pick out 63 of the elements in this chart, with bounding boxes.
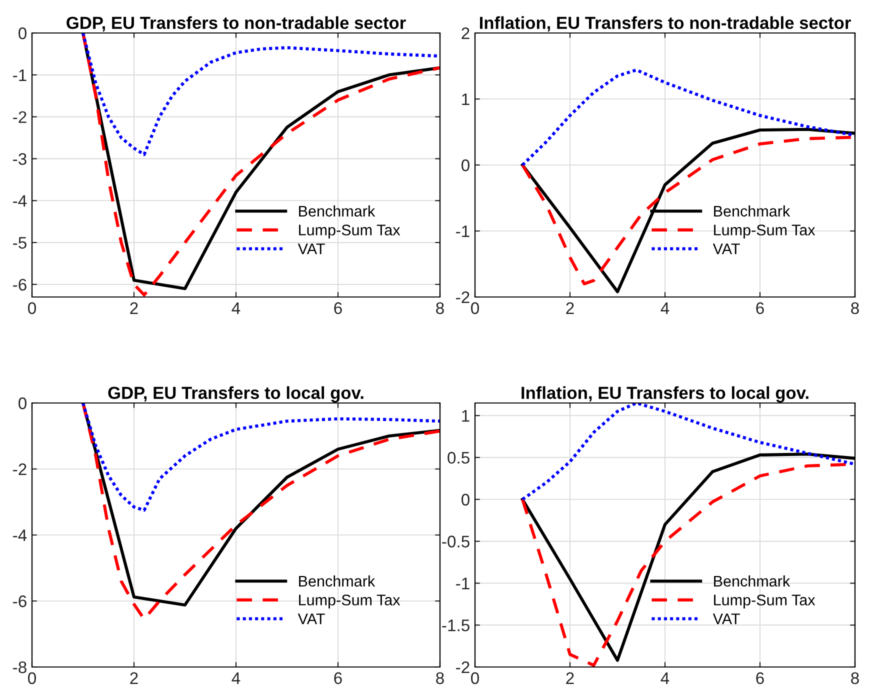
y-tick-label: -4 xyxy=(13,530,27,542)
y-tick-label: -1 xyxy=(456,578,470,590)
x-tick-label: 0 xyxy=(471,302,479,314)
x-tick-label: 4 xyxy=(660,302,670,314)
x-tick-label: 6 xyxy=(334,302,342,314)
y-tick-label: 1 xyxy=(462,410,470,422)
y-tick-label: -0.5 xyxy=(442,536,470,548)
x-tick-label: 2 xyxy=(566,302,574,314)
legend-label: VAT xyxy=(298,614,325,624)
x-tick-label: 6 xyxy=(756,672,764,684)
legend-label: Lump-Sum Tax xyxy=(299,594,400,608)
y-tick-label: -2 xyxy=(456,291,470,304)
x-tick-label: 0 xyxy=(28,302,36,314)
y-tick-label: 0 xyxy=(18,397,26,410)
y-tick-label: -6 xyxy=(13,595,26,608)
y-tick-label: -5 xyxy=(13,237,26,249)
y-tick-label: 2 xyxy=(462,27,470,40)
legend-label: Lump-Sum Tax xyxy=(714,594,816,608)
legend-label: Lump-Sum Tax xyxy=(714,224,816,238)
line-series xyxy=(81,33,440,156)
legend-label: Benchmark xyxy=(299,205,376,217)
x-tick-label: 2 xyxy=(566,672,574,684)
chart-title: Inflation, EU Transfers to non-tradable sector xyxy=(480,16,851,32)
y-tick-label: -6 xyxy=(13,278,26,291)
legend-label: VAT xyxy=(712,244,740,254)
y-tick-label: -1 xyxy=(456,226,470,238)
x-tick-label: 4 xyxy=(232,672,240,684)
x-tick-label: 4 xyxy=(232,302,240,314)
x-tick-label: 8 xyxy=(436,302,444,314)
y-tick-label: -1.5 xyxy=(442,620,470,632)
legend-label: VAT xyxy=(298,244,325,254)
y-tick-label: -4 xyxy=(13,195,27,207)
legend-label: Benchmark xyxy=(714,205,790,217)
x-tick-label: 8 xyxy=(436,672,444,684)
legend-label: VAT xyxy=(712,614,740,624)
y-tick-label: -1 xyxy=(13,69,26,81)
y-tick-label: 0 xyxy=(18,27,26,40)
legend-label: Benchmark xyxy=(299,575,376,587)
x-tick-label: 2 xyxy=(130,672,138,684)
line-series xyxy=(520,403,855,501)
x-tick-label: 0 xyxy=(28,672,36,684)
x-tick-label: 0 xyxy=(471,672,479,684)
legend-label: Lump-Sum Tax xyxy=(299,224,400,238)
y-tick-label: -3 xyxy=(13,153,26,165)
y-tick-label: -2 xyxy=(13,111,26,123)
y-tick-label: 0 xyxy=(462,494,470,506)
x-tick-label: 8 xyxy=(851,302,859,314)
x-tick-label: 8 xyxy=(851,672,859,684)
y-tick-label: 1 xyxy=(462,94,470,106)
chart-title: GDP, EU Transfers to non-tradable sector xyxy=(66,16,406,32)
y-tick-label: -8 xyxy=(13,661,26,674)
x-tick-label: 6 xyxy=(334,672,342,684)
y-tick-label: 0 xyxy=(462,159,470,172)
x-tick-label: 2 xyxy=(130,302,138,314)
legend-label: Benchmark xyxy=(714,575,790,587)
y-tick-label: -2 xyxy=(456,661,470,674)
line-series xyxy=(81,403,440,512)
x-tick-label: 6 xyxy=(756,302,764,314)
y-tick-label: -2 xyxy=(13,463,26,476)
x-tick-label: 4 xyxy=(660,672,670,684)
chart-title: GDP, EU Transfers to local gov. xyxy=(108,386,364,403)
y-tick-label: 0.5 xyxy=(448,452,470,464)
chart-title: Inflation, EU Transfers to local gov. xyxy=(522,386,808,403)
